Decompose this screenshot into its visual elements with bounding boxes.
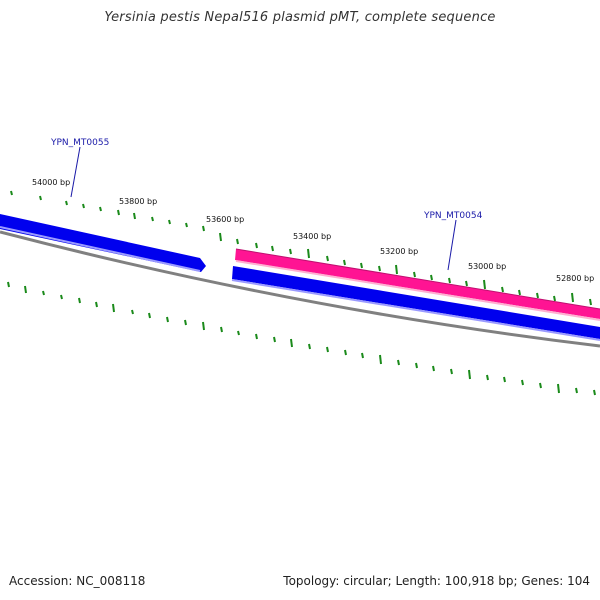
tick-mark (133, 212, 136, 220)
tick-mark (60, 294, 63, 300)
tick-mark (166, 316, 169, 323)
tick-mark (397, 359, 400, 366)
gene-label-group-ypn-mt0055[interactable]: YPN_MT0055 (50, 138, 109, 198)
tick-label: 53400 bp (293, 232, 331, 241)
tick-mark (24, 285, 27, 294)
tick-mark (78, 297, 81, 304)
tick-mark (430, 274, 433, 281)
leader-line (70, 146, 81, 198)
tick-mark (131, 309, 134, 315)
tick-mark (575, 387, 578, 394)
tick-mark (148, 312, 151, 319)
tick-label: 54000 bp (32, 178, 70, 187)
gene-underline (235, 260, 600, 321)
tick-mark (415, 362, 418, 369)
tick-mark (65, 200, 68, 206)
gene-label[interactable]: YPN_MT0054 (423, 211, 483, 221)
tick-mark (271, 245, 274, 252)
tick-mark (326, 346, 329, 353)
tick-mark (168, 219, 171, 225)
gene-arrow-ypn-mt0055[interactable] (0, 214, 206, 272)
tick-mark (185, 222, 188, 228)
tick-mark (468, 369, 471, 380)
tick-mark (307, 248, 310, 259)
gene-edge (235, 248, 600, 310)
tick-mark (39, 195, 42, 201)
tick-mark (557, 383, 560, 394)
summary-text: Topology: circular; Length: 100,918 bp; … (283, 574, 590, 588)
tick-mark (486, 374, 489, 381)
tick-mark (593, 389, 596, 396)
tick-mark (503, 376, 506, 383)
tick-label: 53600 bp (206, 215, 244, 224)
tick-mark (536, 292, 539, 299)
tick-label: 53000 bp (468, 262, 506, 271)
outer-tick-track (10, 190, 592, 306)
tick-mark (343, 259, 346, 266)
tick-mark (289, 248, 292, 255)
tick-mark (273, 336, 276, 343)
tick-mark (290, 338, 293, 348)
tick-mark (413, 271, 416, 278)
gene-underline (0, 226, 201, 272)
tick-mark (7, 281, 10, 288)
accession-text: Accession: NC_008118 (9, 574, 146, 588)
tick-mark (326, 255, 329, 262)
tick-mark (99, 206, 102, 212)
tick-mark (184, 319, 187, 326)
tick-mark (539, 382, 542, 389)
tick-labels: 54000 bp 53800 bp 53600 bp 53400 bp 5320… (32, 178, 594, 283)
tick-mark (571, 292, 574, 303)
tick-mark (361, 352, 364, 359)
tick-mark (378, 265, 381, 272)
gene-label[interactable]: YPN_MT0055 (50, 138, 109, 148)
tick-mark (95, 301, 98, 308)
tick-mark (255, 333, 258, 340)
inner-tick-track (7, 281, 596, 396)
gene-label-group-ypn-mt0054[interactable]: YPN_MT0054 (423, 211, 483, 271)
tick-mark (112, 303, 115, 313)
tick-mark (518, 289, 521, 296)
tick-mark (450, 368, 453, 375)
tick-mark (237, 330, 240, 336)
tick-mark (465, 280, 468, 287)
tick-mark (483, 279, 486, 290)
sequence-backbone (0, 230, 600, 348)
tick-mark (521, 379, 524, 386)
leader-line (447, 219, 457, 271)
tick-mark (448, 277, 451, 284)
tick-mark (344, 349, 347, 356)
tick-label: 53200 bp (380, 247, 418, 256)
tick-mark (117, 209, 120, 216)
tick-mark (151, 216, 154, 222)
tick-mark (219, 232, 222, 242)
tick-mark (236, 238, 239, 245)
tick-mark (10, 190, 13, 196)
tick-mark (220, 326, 223, 333)
gene-arrow-ypn-mt0054[interactable] (235, 249, 600, 319)
tick-mark (553, 295, 556, 302)
tick-mark (395, 264, 398, 275)
tick-label: 52800 bp (556, 274, 594, 283)
gene-arrow-minus-right[interactable] (232, 266, 600, 339)
tick-mark (501, 286, 504, 293)
tick-mark (432, 365, 435, 372)
tick-mark (308, 343, 311, 350)
tick-mark (589, 298, 592, 306)
tick-mark (202, 321, 205, 331)
tick-mark (379, 354, 382, 365)
gene-underline (231, 279, 600, 341)
tick-mark (255, 242, 258, 249)
map-title: Yersinia pestis Nepal516 plasmid pMT, co… (104, 10, 496, 25)
tick-label: 53800 bp (119, 197, 157, 206)
tick-mark (82, 203, 85, 209)
tick-mark (202, 225, 205, 232)
tick-mark (42, 290, 45, 296)
tick-mark (360, 262, 363, 269)
